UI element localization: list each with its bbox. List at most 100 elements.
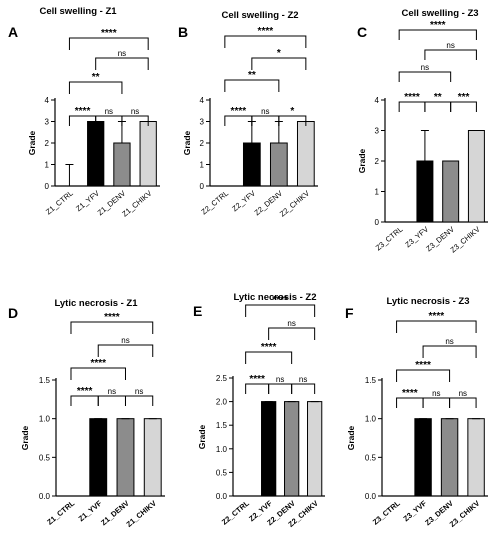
y-axis-label: Grade xyxy=(27,130,37,155)
significance-bracket xyxy=(245,383,270,394)
y-tick-label: 1 xyxy=(45,161,50,170)
y-axis-label: Grade xyxy=(20,425,30,450)
significance-label: **** xyxy=(272,295,288,306)
bar xyxy=(416,160,434,223)
y-tick-label: 1 xyxy=(200,161,205,170)
bar xyxy=(307,401,323,497)
significance-label: **** xyxy=(104,312,120,323)
y-tick-label: 1.0 xyxy=(216,445,228,454)
panel-d: D Lytic necrosis - Z1 0.0 0.5 1.0 1.5 Grade Z1_… xyxy=(8,298,165,529)
significance-bracket xyxy=(422,345,477,358)
x-tick-label: Z2_CTRL xyxy=(220,498,251,526)
bar xyxy=(143,418,162,497)
significance-label: ns xyxy=(432,389,440,398)
bar xyxy=(242,142,261,187)
bar xyxy=(261,401,277,497)
bar xyxy=(296,121,315,187)
bar xyxy=(467,418,485,497)
significance-bracket xyxy=(95,57,149,70)
y-tick-label: 0 xyxy=(375,218,380,227)
significance-label: ** xyxy=(434,92,442,103)
significance-label: **** xyxy=(77,386,93,397)
significance-bracket xyxy=(449,397,477,408)
significance-label: * xyxy=(290,106,294,117)
significance-bracket xyxy=(396,369,451,382)
significance-label: ns xyxy=(445,337,453,346)
significance-label: **** xyxy=(75,106,91,117)
panel-letter: B xyxy=(178,24,188,40)
y-tick-label: 1.0 xyxy=(365,415,377,424)
y-axis-label: Grade xyxy=(182,130,192,155)
panel-letter: A xyxy=(8,24,18,40)
significance-bracket xyxy=(70,367,126,380)
y-tick-label: 0.0 xyxy=(39,492,51,501)
y-tick-label: 4 xyxy=(200,96,205,105)
significance-bracket xyxy=(251,115,280,126)
significance-label: ** xyxy=(248,70,256,81)
x-tick-label: Z2_CHIKV xyxy=(278,189,311,219)
y-tick-label: 1.5 xyxy=(216,421,228,430)
panel-e: E Lytic necrosis - Z2 0.0 0.5 1.0 1.5 2.0 2.5 Gr… xyxy=(193,292,325,529)
significance-label: ns xyxy=(446,41,454,50)
significance-bracket xyxy=(251,57,307,70)
significance-bracket xyxy=(424,101,452,112)
bar xyxy=(113,142,131,187)
y-tick-label: 4 xyxy=(375,96,380,105)
significance-bracket xyxy=(268,383,293,394)
significance-label: ns xyxy=(421,63,429,72)
significance-bracket xyxy=(224,115,253,126)
significance-label: **** xyxy=(402,388,418,399)
panel-title: Lytic necrosis - Z3 xyxy=(386,296,469,307)
significance-label: **** xyxy=(430,20,446,31)
significance-bracket xyxy=(245,351,293,364)
significance-bracket xyxy=(398,71,452,82)
significance-bracket xyxy=(396,320,477,333)
y-tick-label: 0 xyxy=(45,182,50,191)
bar xyxy=(284,401,300,497)
bar xyxy=(467,130,485,223)
significance-label: ** xyxy=(92,72,100,83)
significance-label: ns xyxy=(459,389,467,398)
significance-label: ns xyxy=(299,375,307,384)
bar xyxy=(139,121,157,187)
significance-label: **** xyxy=(404,92,420,103)
significance-bracket xyxy=(245,304,316,317)
y-tick-label: 0 xyxy=(200,182,205,191)
significance-bracket xyxy=(70,395,99,406)
x-tick-label: Z1_CTRL xyxy=(45,498,76,526)
significance-label: **** xyxy=(415,360,431,371)
significance-bracket xyxy=(68,37,149,50)
y-axis-label: Grade xyxy=(346,425,356,450)
significance-bracket xyxy=(268,327,316,340)
significance-bracket xyxy=(291,383,316,394)
significance-bracket xyxy=(398,29,477,40)
significance-label: **** xyxy=(101,28,117,39)
panel-letter: D xyxy=(8,305,18,321)
significance-bracket xyxy=(224,35,307,48)
significance-label: ns xyxy=(261,107,269,116)
significance-label: **** xyxy=(249,374,265,385)
significance-bracket xyxy=(422,397,451,408)
significance-label: ns xyxy=(121,336,129,345)
y-tick-label: 4 xyxy=(45,96,50,105)
x-tick-label: Z3_CTRL xyxy=(371,498,402,526)
significance-label: **** xyxy=(90,358,106,369)
significance-bracket xyxy=(224,79,280,92)
significance-label: **** xyxy=(258,26,274,37)
significance-bracket xyxy=(398,101,426,112)
panel-letter: F xyxy=(345,305,354,321)
significance-bracket xyxy=(68,81,123,94)
significance-bracket xyxy=(121,115,149,126)
significance-label: **** xyxy=(429,311,445,322)
significance-label: ns xyxy=(135,387,143,396)
y-tick-label: 0.5 xyxy=(365,453,377,462)
y-tick-label: 0.0 xyxy=(365,492,377,501)
significance-label: ns xyxy=(108,387,116,396)
y-tick-label: 2.0 xyxy=(216,398,228,407)
y-tick-label: 2.5 xyxy=(216,374,228,383)
y-axis-label: Grade xyxy=(357,148,367,173)
